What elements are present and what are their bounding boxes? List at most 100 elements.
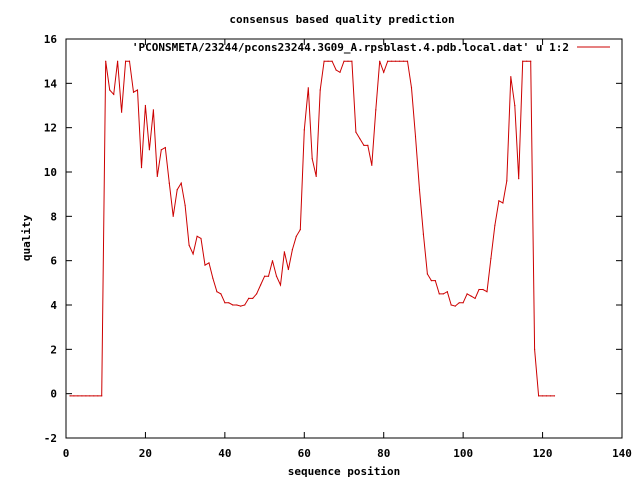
data-point bbox=[331, 60, 333, 62]
data-point bbox=[69, 395, 71, 397]
data-point bbox=[518, 178, 520, 180]
y-tick-label: -2 bbox=[44, 432, 57, 445]
data-point bbox=[418, 189, 421, 191]
data-point bbox=[144, 104, 146, 107]
data-point bbox=[85, 395, 87, 397]
data-point bbox=[359, 138, 361, 140]
data-point bbox=[315, 175, 317, 177]
data-point bbox=[319, 89, 321, 91]
data-point bbox=[339, 71, 341, 73]
data-point bbox=[410, 87, 413, 89]
y-tick-label: 6 bbox=[50, 255, 57, 268]
data-point bbox=[156, 175, 158, 177]
data-point bbox=[311, 158, 313, 160]
x-axis: 0 20 40 60 80 100 120 140 bbox=[63, 39, 632, 460]
y-axis-label: quality bbox=[20, 214, 33, 261]
legend-entry-label: 'PCONSMETA/23244/pcons23244.3G09_A.rpsbl… bbox=[132, 41, 569, 54]
y-axis: -2 0 2 4 6 8 10 12 14 16 bbox=[44, 33, 622, 445]
data-point bbox=[176, 189, 178, 191]
data-point bbox=[514, 104, 516, 107]
data-point bbox=[152, 109, 154, 111]
data-point bbox=[128, 60, 131, 62]
x-tick-label: 140 bbox=[612, 447, 632, 460]
data-point bbox=[216, 291, 218, 293]
data-point bbox=[93, 395, 95, 397]
data-point bbox=[160, 149, 162, 151]
data-point bbox=[200, 237, 202, 240]
data-point bbox=[109, 89, 111, 91]
data-point bbox=[474, 297, 476, 299]
data-point bbox=[224, 302, 226, 304]
x-tick-label: 100 bbox=[453, 447, 473, 460]
data-point bbox=[442, 293, 444, 295]
y-tick-label: 2 bbox=[50, 343, 57, 356]
x-tick-label: 20 bbox=[139, 447, 152, 460]
data-point bbox=[391, 60, 393, 62]
data-point bbox=[287, 268, 289, 271]
data-point bbox=[244, 304, 246, 306]
data-point bbox=[538, 395, 540, 397]
data-point bbox=[403, 60, 405, 62]
data-point bbox=[363, 144, 365, 146]
data-point bbox=[73, 395, 75, 397]
y-tick-label: 4 bbox=[50, 299, 57, 312]
data-point bbox=[228, 302, 230, 304]
data-point bbox=[89, 395, 91, 397]
data-point bbox=[279, 284, 282, 286]
data-point bbox=[383, 71, 385, 73]
y-tick-label: 10 bbox=[44, 166, 57, 179]
data-point bbox=[168, 182, 170, 184]
data-point bbox=[303, 129, 305, 131]
data-point bbox=[347, 60, 349, 62]
data-point bbox=[264, 275, 266, 277]
data-point bbox=[375, 109, 377, 111]
data-point bbox=[323, 60, 325, 62]
data-point bbox=[188, 244, 190, 246]
data-point bbox=[549, 395, 552, 397]
data-point bbox=[478, 288, 480, 291]
data-point bbox=[387, 60, 389, 62]
data-point bbox=[526, 60, 528, 62]
y-tick-label: 12 bbox=[44, 122, 57, 135]
data-point bbox=[180, 182, 182, 184]
data-point bbox=[379, 60, 381, 62]
data-point bbox=[466, 293, 468, 295]
data-point bbox=[534, 348, 536, 350]
x-tick-label: 120 bbox=[533, 447, 553, 460]
data-point bbox=[430, 280, 432, 282]
data-point bbox=[140, 167, 143, 169]
data-point bbox=[97, 395, 99, 397]
data-point bbox=[454, 305, 456, 307]
data-point bbox=[482, 288, 484, 291]
data-point bbox=[101, 395, 103, 397]
data-point bbox=[545, 395, 548, 397]
data-point bbox=[486, 291, 488, 293]
data-point bbox=[240, 305, 242, 307]
data-point bbox=[295, 235, 297, 237]
data-point bbox=[458, 302, 460, 304]
series-points bbox=[69, 60, 556, 397]
data-point bbox=[196, 235, 198, 237]
data-point bbox=[355, 131, 357, 133]
data-point bbox=[542, 395, 544, 397]
data-point bbox=[510, 76, 512, 78]
data-point bbox=[367, 144, 369, 146]
data-point bbox=[232, 304, 234, 306]
chart-title: consensus based quality prediction bbox=[229, 13, 454, 26]
data-point bbox=[248, 297, 250, 299]
y-tick-label: 8 bbox=[50, 210, 57, 223]
data-point bbox=[335, 69, 337, 71]
data-point bbox=[208, 262, 210, 264]
y-tick-label: 14 bbox=[44, 77, 58, 90]
data-point bbox=[490, 257, 492, 260]
data-point bbox=[105, 60, 107, 62]
x-tick-label: 40 bbox=[218, 447, 231, 460]
data-point bbox=[192, 253, 194, 255]
data-point bbox=[553, 395, 556, 397]
data-point bbox=[204, 264, 206, 266]
data-point bbox=[426, 273, 428, 275]
data-point bbox=[125, 60, 127, 62]
data-point bbox=[530, 60, 532, 62]
data-point bbox=[470, 295, 472, 297]
